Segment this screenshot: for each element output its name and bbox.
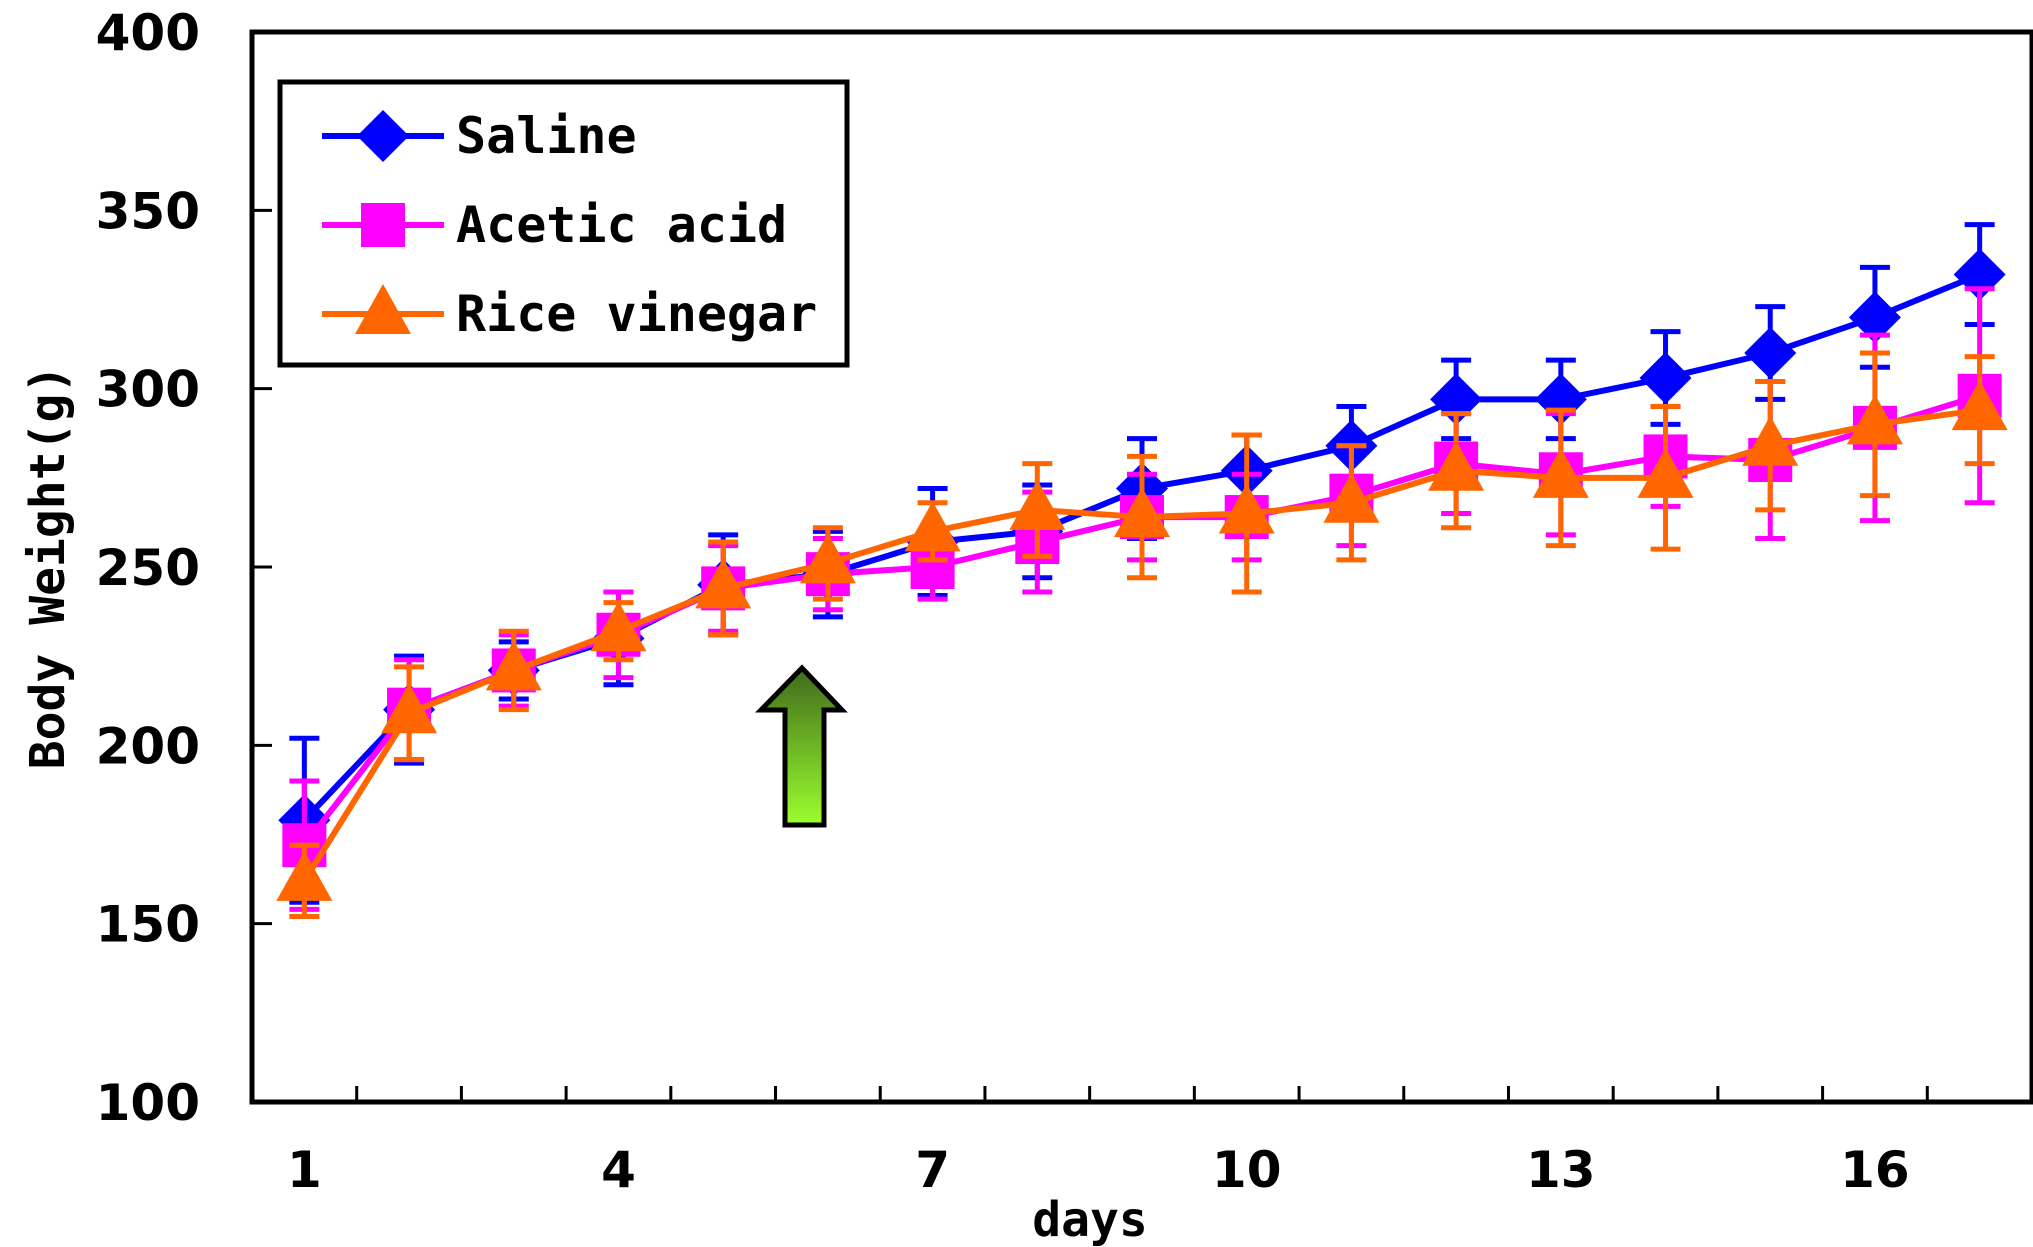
legend-item-acetic-acid: Acetic acid (322, 196, 787, 254)
y-tick-label-150: 150 (96, 896, 200, 954)
data-point-rice-vinegar-14 (1637, 447, 1694, 498)
data-point-rice-vinegar-15 (1742, 415, 1799, 466)
data-point-rice-vinegar-17 (1951, 380, 2008, 431)
x-axis-ticks (355, 1086, 1929, 1102)
legend-marker-rice-vinegar (355, 284, 411, 334)
legend: Saline Acetic acid Rice vinegar (277, 79, 850, 368)
data-point-saline-14 (1639, 351, 1692, 404)
legend-item-saline: Saline (322, 107, 637, 165)
y-tick-label-400: 400 (96, 4, 200, 62)
y-tick-label-350: 350 (96, 182, 200, 240)
series-rice-vinegar (276, 350, 2008, 920)
data-point-rice-vinegar-9 (1114, 487, 1170, 538)
data-point-rice-vinegar-8 (1009, 479, 1066, 530)
data-point-rice-vinegar-7 (904, 501, 961, 552)
data-point-rice-vinegar-12 (1428, 440, 1485, 491)
legend-marker-acetic-acid (361, 203, 405, 247)
y-axis-ticks (252, 30, 272, 1104)
legend-label-saline: Saline (456, 107, 637, 165)
y-tick-label-200: 200 (96, 717, 200, 775)
data-point-rice-vinegar-10 (1218, 483, 1275, 534)
x-tick-label-10: 10 (1212, 1141, 1282, 1199)
data-point-rice-vinegar-3 (485, 640, 542, 691)
data-point-saline-16 (1848, 291, 1901, 344)
x-axis-tick-labels: 1 4 7 10 13 16 (287, 1141, 1910, 1199)
x-tick-label-13: 13 (1526, 1141, 1596, 1199)
data-point-rice-vinegar-6 (799, 533, 856, 584)
x-axis-title: days (1032, 1192, 1148, 1247)
data-point-rice-vinegar-13 (1532, 447, 1589, 498)
data-point-rice-vinegar-16 (1846, 394, 1903, 445)
legend-label-rice-vinegar: Rice vinegar (456, 285, 817, 343)
data-point-saline-15 (1744, 327, 1797, 379)
data-point-rice-vinegar-4 (590, 601, 647, 652)
up-arrow-annotation (755, 664, 848, 828)
data-point-rice-vinegar-11 (1323, 472, 1380, 523)
y-axis-tick-labels: 100 150 200 250 300 350 400 (96, 4, 200, 1132)
legend-item-rice-vinegar: Rice vinegar (322, 284, 817, 343)
y-tick-label-300: 300 (96, 361, 200, 419)
x-tick-label-1: 1 (287, 1141, 322, 1199)
x-tick-label-7: 7 (915, 1141, 950, 1199)
data-point-rice-vinegar-5 (695, 558, 752, 609)
y-tick-label-250: 250 (96, 539, 200, 597)
y-tick-label-100: 100 (96, 1074, 200, 1132)
y-axis-title: Body Weight(g) (20, 365, 76, 770)
x-tick-label-4: 4 (601, 1141, 636, 1199)
data-point-rice-vinegar-2 (381, 683, 438, 734)
legend-label-acetic-acid: Acetic acid (456, 196, 787, 254)
legend-marker-saline (357, 110, 409, 162)
x-tick-label-16: 16 (1840, 1141, 1910, 1199)
data-point-rice-vinegar-1 (276, 850, 333, 901)
series-layer (276, 222, 2008, 920)
